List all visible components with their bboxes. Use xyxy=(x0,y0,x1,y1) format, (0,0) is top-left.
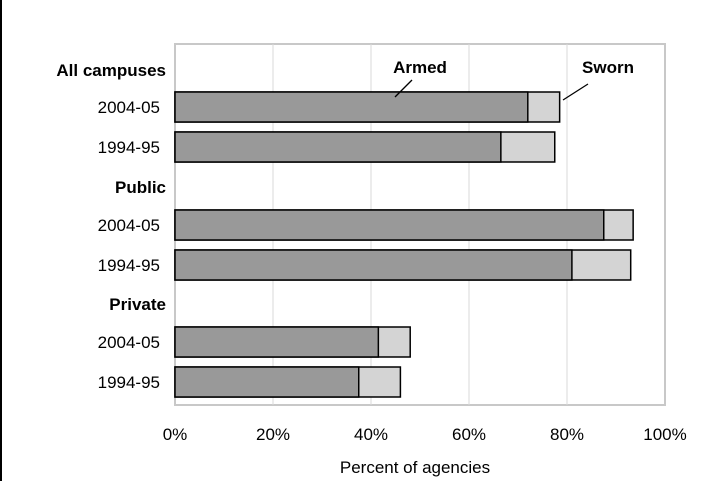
x-tick-label: 0% xyxy=(163,425,188,444)
bar-armed xyxy=(174,366,360,398)
left-border xyxy=(0,0,2,481)
callout-line-armed xyxy=(394,79,413,98)
group-label: Public xyxy=(115,178,166,197)
callout-line-sworn xyxy=(562,83,589,101)
legend-label-armed: Armed xyxy=(393,58,447,77)
bar-armed xyxy=(174,209,605,241)
bar-armed xyxy=(174,91,529,123)
x-tick-label: 20% xyxy=(256,425,290,444)
row-label: 1994-95 xyxy=(98,256,160,275)
row-label: 2004-05 xyxy=(98,216,160,235)
x-tick-label: 80% xyxy=(550,425,584,444)
x-tick-label: 60% xyxy=(452,425,486,444)
bar-armed xyxy=(174,249,573,281)
row-label: 1994-95 xyxy=(98,373,160,392)
row-label: 2004-05 xyxy=(98,333,160,352)
x-tick-label: 100% xyxy=(643,425,686,444)
x-axis-title: Percent of agencies xyxy=(340,458,490,477)
row-label: 2004-05 xyxy=(98,98,160,117)
bar-armed xyxy=(174,131,502,163)
group-label: All campuses xyxy=(56,61,166,80)
row-label: 1994-95 xyxy=(98,138,160,157)
x-tick-label: 40% xyxy=(354,425,388,444)
bar-armed xyxy=(174,326,380,358)
legend-label-sworn: Sworn xyxy=(582,58,634,77)
group-label: Private xyxy=(109,295,166,314)
